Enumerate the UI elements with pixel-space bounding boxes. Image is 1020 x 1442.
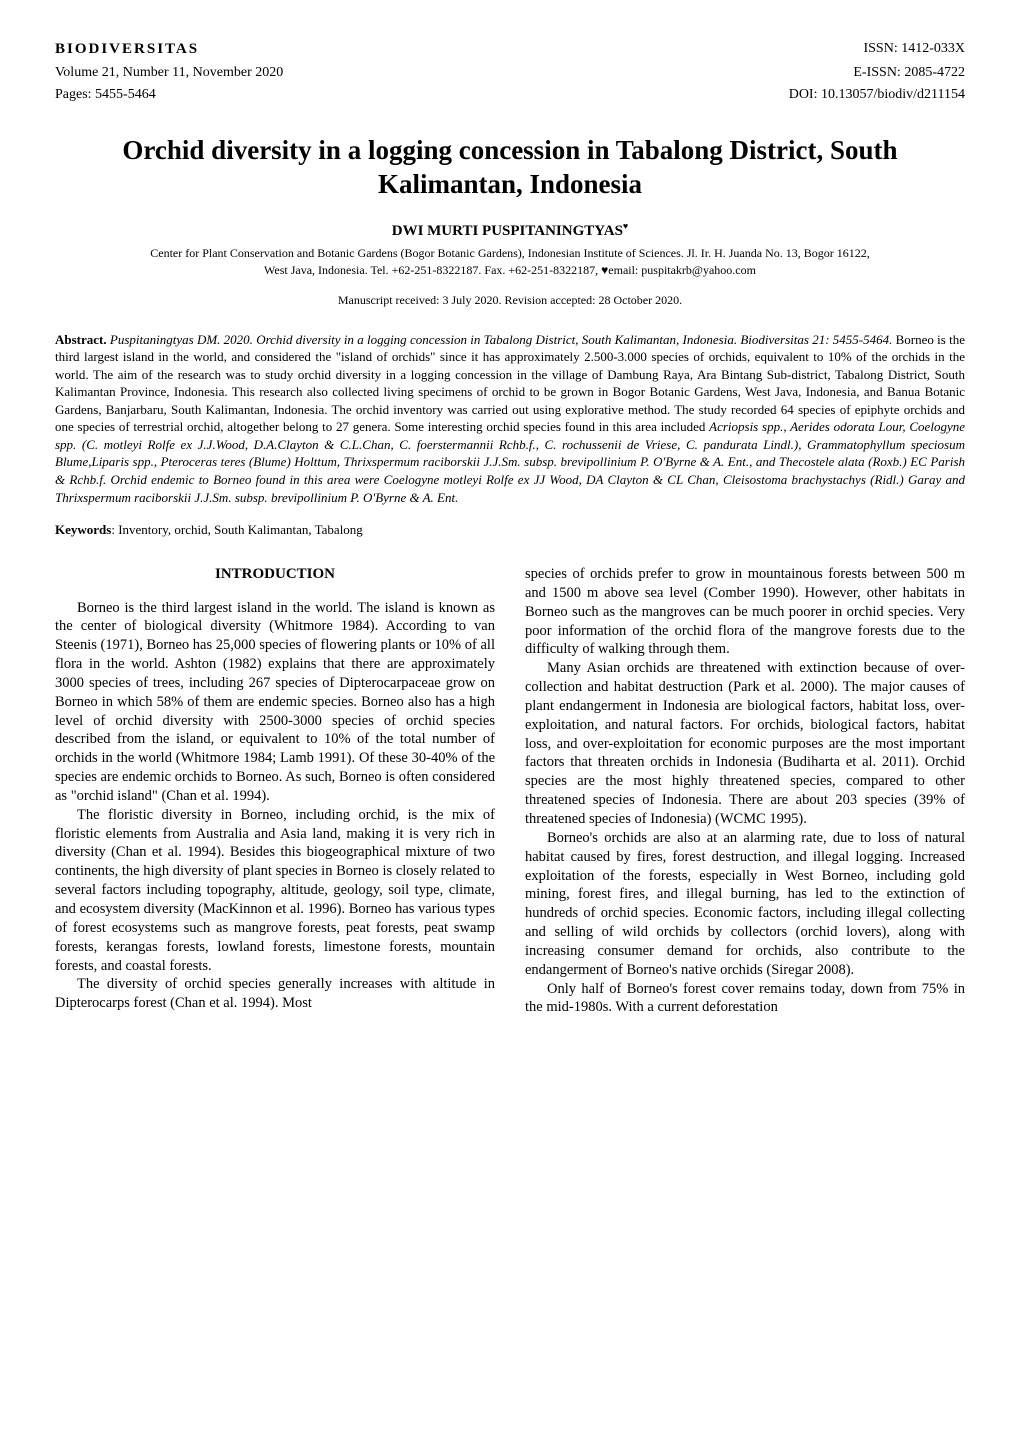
volume-line: Volume 21, Number 11, November 2020 [55,64,283,82]
col2-paragraph-1: species of orchids prefer to grow in mou… [525,565,965,659]
page-header: BIODIVERSITAS ISSN: 1412-033X Volume 21,… [55,40,965,104]
paper-title: Orchid diversity in a logging concession… [55,134,965,202]
keywords-label: Keywords [55,522,111,537]
column-right: species of orchids prefer to grow in mou… [525,565,965,1017]
col2-paragraph-3: Borneo's orchids are also at an alarming… [525,829,965,980]
doi: DOI: 10.13057/biodiv/d211154 [789,86,965,104]
col1-paragraph-2: The floristic diversity in Borneo, inclu… [55,806,495,976]
journal-name: BIODIVERSITAS [55,40,199,60]
body-columns: INTRODUCTION Borneo is the third largest… [55,565,965,1017]
col1-paragraph-1: Borneo is the third largest island in th… [55,599,495,806]
issn: ISSN: 1412-033X [863,40,965,60]
author-name: DWI MURTI PUSPITANINGTYAS♥ [55,221,965,242]
author-text: DWI MURTI PUSPITANINGTYAS [392,223,623,239]
col1-paragraph-3: The diversity of orchid species generall… [55,975,495,1013]
keywords-text: : Inventory, orchid, South Kalimantan, T… [111,522,362,537]
col2-paragraph-4: Only half of Borneo's forest cover remai… [525,980,965,1018]
author-symbol: ♥ [623,221,628,231]
abstract-block: Abstract. Puspitaningtyas DM. 2020. Orch… [55,331,965,506]
abstract-label: Abstract. [55,332,107,347]
section-heading-introduction: INTRODUCTION [55,565,495,585]
eissn: E-ISSN: 2085-4722 [853,64,965,82]
affiliation-line1: Center for Plant Conservation and Botani… [55,246,965,262]
abstract-citation: Puspitaningtyas DM. 2020. Orchid diversi… [110,332,892,347]
keywords-block: Keywords: Inventory, orchid, South Kalim… [55,522,965,539]
affiliation-line2: West Java, Indonesia. Tel. +62-251-83221… [55,263,965,279]
manuscript-date: Manuscript received: 3 July 2020. Revisi… [55,293,965,309]
pages-line: Pages: 5455-5464 [55,86,156,104]
col2-paragraph-2: Many Asian orchids are threatened with e… [525,659,965,829]
column-left: INTRODUCTION Borneo is the third largest… [55,565,495,1017]
